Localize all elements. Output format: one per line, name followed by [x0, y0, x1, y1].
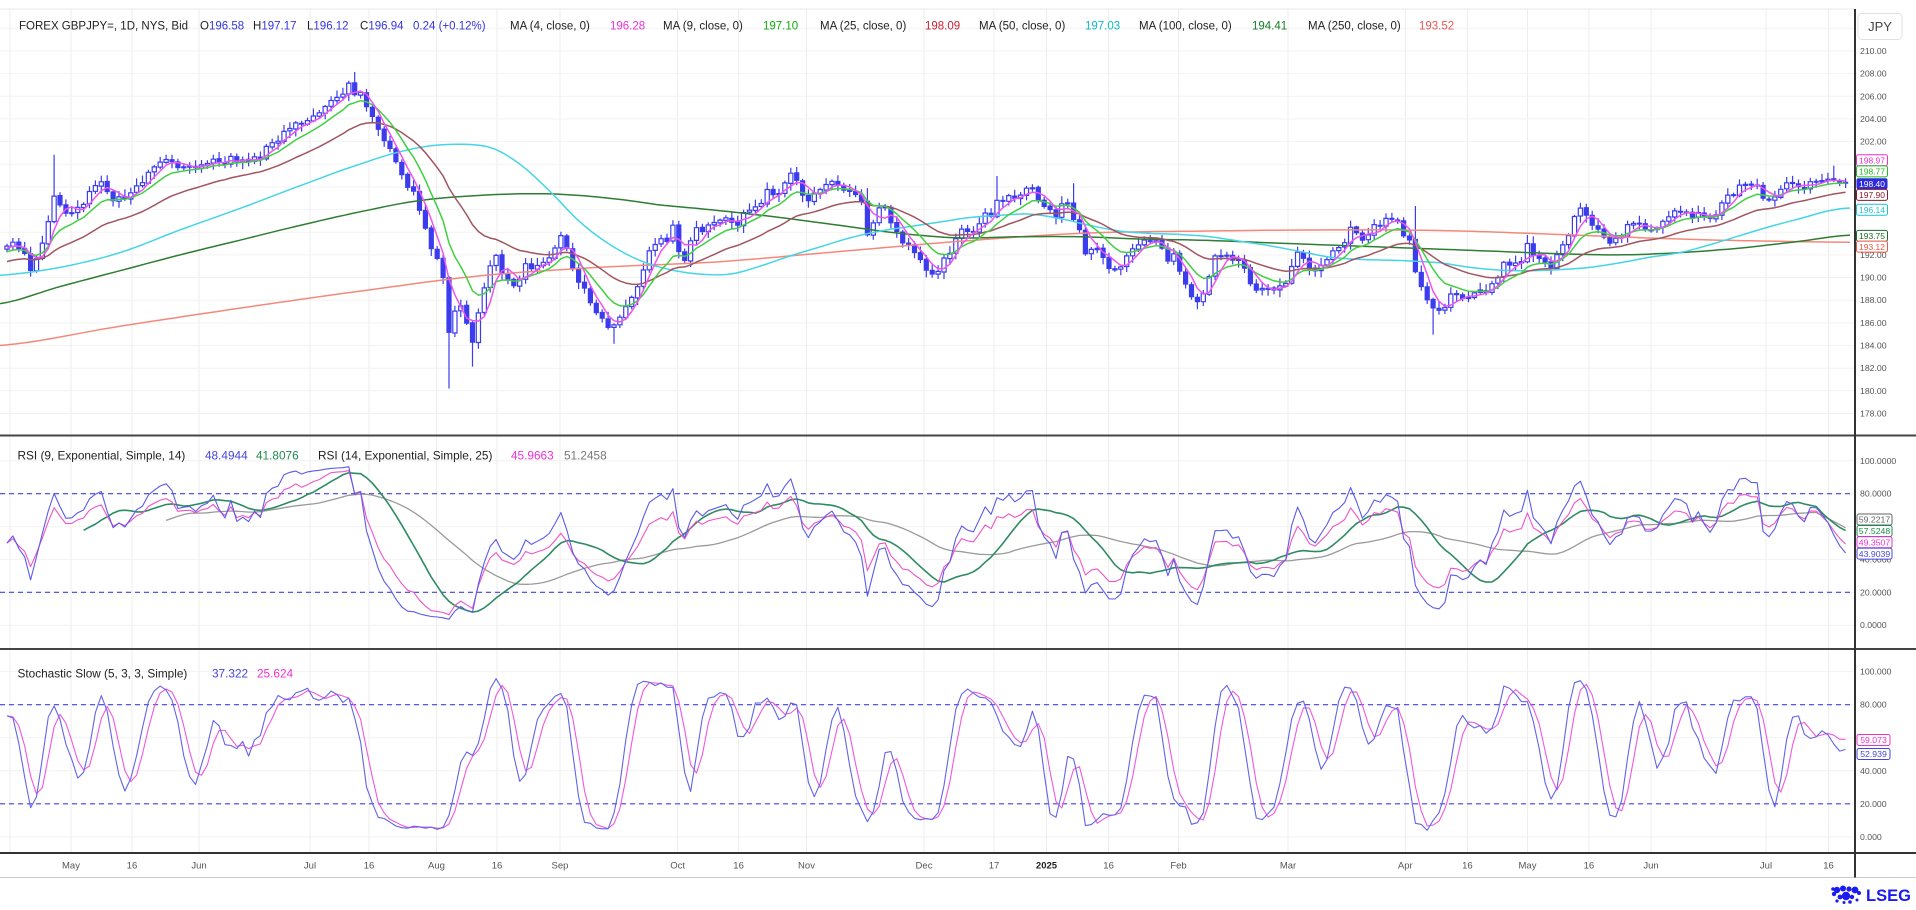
svg-text:57.5248: 57.5248 — [1859, 526, 1891, 536]
svg-text:193.75: 193.75 — [1859, 231, 1885, 241]
svg-text:202.00: 202.00 — [1860, 137, 1887, 147]
svg-text:184.00: 184.00 — [1860, 341, 1887, 351]
svg-text:Dec: Dec — [916, 861, 933, 872]
svg-text:52.939: 52.939 — [1860, 749, 1887, 759]
svg-text:May: May — [1519, 861, 1537, 872]
svg-text:H197.17: H197.17 — [253, 21, 297, 33]
svg-text:59.073: 59.073 — [1860, 735, 1887, 745]
svg-text:FOREX GBPJPY=, 1D, NYS, Bid: FOREX GBPJPY=, 1D, NYS, Bid — [19, 21, 188, 33]
svg-text:182.00: 182.00 — [1860, 363, 1887, 373]
svg-text:180.00: 180.00 — [1860, 386, 1887, 396]
svg-text:197.03: 197.03 — [1085, 21, 1120, 33]
svg-text:41.8076: 41.8076 — [256, 449, 299, 463]
svg-text:RSI (9, Exponential, Simple, 1: RSI (9, Exponential, Simple, 14) — [18, 449, 186, 463]
svg-text:80.000: 80.000 — [1860, 700, 1887, 710]
svg-text:MA (250, close, 0): MA (250, close, 0) — [1308, 21, 1401, 33]
svg-text:198.40: 198.40 — [1859, 179, 1885, 189]
svg-text:204.00: 204.00 — [1860, 114, 1887, 124]
svg-text:MA (100, close, 0): MA (100, close, 0) — [1139, 21, 1232, 33]
svg-text:80.0000: 80.0000 — [1860, 489, 1892, 499]
svg-text:LSEG: LSEG — [1866, 887, 1911, 905]
svg-text:C196.94: C196.94 — [360, 21, 404, 33]
svg-text:Oct: Oct — [670, 861, 685, 872]
svg-text:100.0000: 100.0000 — [1860, 456, 1896, 466]
svg-text:25.624: 25.624 — [257, 667, 294, 681]
svg-text:MA (4, close, 0): MA (4, close, 0) — [510, 21, 590, 33]
svg-text:49.3507: 49.3507 — [1859, 538, 1891, 548]
svg-text:197.10: 197.10 — [763, 21, 798, 33]
svg-text:May: May — [62, 861, 80, 872]
svg-text:Feb: Feb — [1170, 861, 1186, 872]
svg-text:16: 16 — [1823, 861, 1834, 872]
svg-text:192.00: 192.00 — [1860, 250, 1887, 260]
svg-text:193.52: 193.52 — [1419, 21, 1454, 33]
svg-text:51.2458: 51.2458 — [564, 449, 607, 463]
svg-text:Nov: Nov — [798, 861, 815, 872]
svg-text:208.00: 208.00 — [1860, 69, 1887, 79]
svg-text:196.28: 196.28 — [610, 21, 645, 33]
svg-text:43.9039: 43.9039 — [1859, 549, 1891, 559]
svg-text:0.24 (+0.12%): 0.24 (+0.12%) — [413, 21, 486, 33]
svg-text:16: 16 — [1584, 861, 1595, 872]
svg-text:Jun: Jun — [191, 861, 206, 872]
svg-text:16: 16 — [733, 861, 744, 872]
svg-text:Jun: Jun — [1643, 861, 1658, 872]
svg-text:194.41: 194.41 — [1252, 21, 1287, 33]
svg-text:MA (25, close, 0): MA (25, close, 0) — [820, 21, 906, 33]
svg-text:198.77: 198.77 — [1859, 167, 1885, 177]
svg-text:48.4944: 48.4944 — [205, 449, 248, 463]
svg-text:198.97: 198.97 — [1859, 156, 1885, 166]
svg-text:198.09: 198.09 — [925, 21, 960, 33]
svg-text:16: 16 — [492, 861, 503, 872]
svg-text:MA (9, close, 0): MA (9, close, 0) — [663, 21, 743, 33]
svg-text:0.0000: 0.0000 — [1860, 620, 1887, 630]
svg-text:O196.58: O196.58 — [200, 21, 244, 33]
svg-text:16: 16 — [127, 861, 138, 872]
svg-text:RSI (14, Exponential, Simple,: RSI (14, Exponential, Simple, 25) — [318, 449, 492, 463]
svg-text:40.000: 40.000 — [1860, 766, 1887, 776]
svg-text:186.00: 186.00 — [1860, 318, 1887, 328]
svg-text:2025: 2025 — [1036, 861, 1058, 872]
svg-text:16: 16 — [1462, 861, 1473, 872]
svg-text:Apr: Apr — [1398, 861, 1413, 872]
svg-text:Sep: Sep — [552, 861, 569, 872]
svg-text:190.00: 190.00 — [1860, 273, 1887, 283]
svg-text:Jul: Jul — [304, 861, 316, 872]
svg-text:188.00: 188.00 — [1860, 295, 1887, 305]
svg-text:178.00: 178.00 — [1860, 409, 1887, 419]
svg-text:193.12: 193.12 — [1859, 242, 1885, 252]
svg-text:20.000: 20.000 — [1860, 799, 1887, 809]
svg-text:20.0000: 20.0000 — [1860, 587, 1892, 597]
svg-text:L196.12: L196.12 — [307, 21, 349, 33]
svg-text:206.00: 206.00 — [1860, 91, 1887, 101]
svg-text:197.90: 197.90 — [1859, 190, 1885, 200]
svg-text:Jul: Jul — [1760, 861, 1772, 872]
svg-text:100.000: 100.000 — [1860, 667, 1892, 677]
svg-text:Stochastic Slow (5, 3, 3, Simp: Stochastic Slow (5, 3, 3, Simple) — [18, 667, 188, 681]
svg-text:Aug: Aug — [428, 861, 445, 872]
svg-text:JPY: JPY — [1868, 19, 1892, 34]
svg-text:210.00: 210.00 — [1860, 46, 1887, 56]
svg-text:17: 17 — [989, 861, 1000, 872]
svg-text:0.000: 0.000 — [1860, 832, 1882, 842]
svg-text:MA (50, close, 0): MA (50, close, 0) — [979, 21, 1065, 33]
svg-text:45.9663: 45.9663 — [511, 449, 554, 463]
svg-text:Mar: Mar — [1280, 861, 1296, 872]
svg-text:37.322: 37.322 — [212, 667, 248, 681]
svg-text:16: 16 — [1103, 861, 1114, 872]
svg-text:16: 16 — [364, 861, 375, 872]
svg-text:59.2217: 59.2217 — [1859, 515, 1891, 525]
svg-text:196.14: 196.14 — [1859, 205, 1885, 215]
